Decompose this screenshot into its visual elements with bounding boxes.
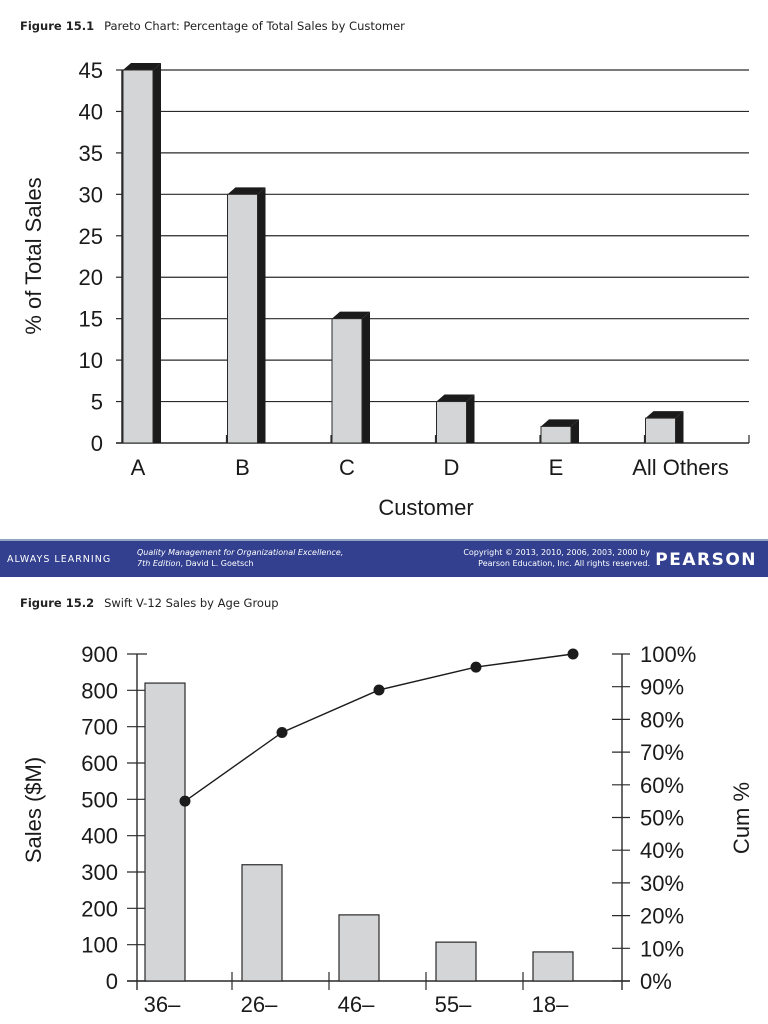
left-y-tick-label: 600: [81, 751, 118, 776]
right-y-tick-label: 40%: [640, 838, 684, 863]
figure-1-number: Figure 15.1: [20, 19, 95, 33]
y-tick-label: 5: [91, 390, 103, 415]
figure-1-caption: Figure 15.1 Pareto Chart: Percentage of T…: [20, 19, 405, 33]
footer-copyright-line1: Copyright © 2013, 2010, 2006, 2003, 2000…: [463, 548, 650, 557]
footer-book-info: Quality Management for Organizational Ex…: [137, 548, 343, 569]
bar-all-others: [645, 411, 684, 444]
right-y-tick-label: 30%: [640, 871, 684, 896]
cumulative-point: [179, 795, 191, 807]
y-tick-label: 25: [79, 224, 103, 249]
bar-36: [144, 682, 186, 982]
y-tick-label: 40: [79, 99, 103, 124]
y-tick-label: 20: [79, 265, 103, 290]
chart2-plot-area: 0 100 200 300 400 500 600 700 800 900 0% 10% 20% 30% 4…: [21, 642, 754, 1017]
x-tick-label: 46–: [338, 992, 375, 1017]
footer-book-author: , David L. Goetsch: [180, 558, 254, 568]
bar-55: [435, 941, 477, 982]
left-y-tick-label: 700: [81, 715, 118, 740]
y-tick-label: 45: [79, 58, 103, 83]
cumulative-point: [470, 661, 482, 673]
x-tick-label: 36–: [144, 992, 181, 1017]
bar-e: [540, 419, 579, 444]
footer-book-title: Quality Management for Organizational Ex…: [137, 548, 344, 557]
right-y-tick-label: 10%: [640, 936, 684, 961]
right-y-axis-title: Cum %: [729, 782, 754, 854]
bar-c: [331, 311, 370, 444]
y-tick-label: 10: [79, 348, 103, 373]
x-tick-label: All Others: [632, 455, 729, 480]
right-y-tick-label: 90%: [640, 675, 684, 700]
cumulative-point: [276, 726, 288, 738]
bar-d: [436, 394, 475, 444]
y-tick-label: 15: [79, 307, 103, 332]
y-tick-label: 35: [79, 141, 103, 166]
left-y-tick-label: 0: [106, 969, 118, 994]
pearson-logo: PEARSON: [655, 550, 757, 570]
left-y-tick-label: 500: [81, 787, 118, 812]
figure-2-title: Swift V-12 Sales by Age Group: [104, 596, 279, 610]
left-y-tick-label: 100: [81, 933, 118, 958]
y-tick-label: 30: [79, 182, 103, 207]
y-axis-title: % of Total Sales: [21, 177, 46, 334]
cumulative-point: [567, 648, 579, 660]
bar-26: [241, 864, 283, 982]
footer-copyright: Copyright © 2013, 2010, 2006, 2003, 2000…: [463, 548, 650, 569]
y-tick-label: 0: [91, 431, 103, 456]
right-y-tick-label: 80%: [640, 707, 684, 732]
bar-46: [338, 914, 380, 982]
left-y-tick-label: 400: [81, 824, 118, 849]
x-tick-label: C: [339, 455, 355, 480]
right-y-tick-label: 50%: [640, 806, 684, 831]
figure-2-number: Figure 15.2: [20, 596, 95, 610]
x-tick-label: A: [131, 455, 146, 480]
right-y-tick-label: 0%: [640, 969, 672, 994]
x-tick-label: 55–: [435, 992, 472, 1017]
bar-a: [122, 63, 161, 444]
bar-b: [227, 187, 266, 444]
left-y-tick-label: 300: [81, 860, 118, 885]
x-tick-label: B: [235, 455, 250, 480]
x-tick-label: 26–: [241, 992, 278, 1017]
footer-copyright-line2: Pearson Education, Inc. All rights reser…: [478, 558, 650, 568]
figure-1-title: Pareto Chart: Percentage of Total Sales …: [104, 19, 405, 33]
left-y-tick-label: 200: [81, 896, 118, 921]
x-tick-label: 18–: [532, 992, 569, 1017]
publisher-footer-banner: ALWAYS LEARNING Quality Management for O…: [0, 539, 768, 577]
figure-2-caption: Figure 15.2 Swift V-12 Sales by Age Group: [20, 596, 279, 610]
x-tick-label: E: [549, 455, 564, 480]
bar-18: [532, 951, 574, 982]
footer-book-edition: 7th Edition: [137, 558, 181, 568]
left-y-tick-label: 800: [81, 678, 118, 703]
x-tick-label: D: [444, 455, 460, 480]
right-y-tick-label: 100%: [640, 642, 696, 667]
right-y-tick-label: 20%: [640, 904, 684, 929]
chart1-plot-area: 0 5 10 15 20 25 30 35 40 45 A B C D E All Others Custome…: [21, 58, 750, 520]
right-y-tick-label: 60%: [640, 773, 684, 798]
left-y-tick-label: 900: [81, 642, 118, 667]
footer-tagline: ALWAYS LEARNING: [7, 554, 112, 565]
x-axis-title: Customer: [378, 495, 473, 520]
pareto-chart-customers: 0 5 10 15 20 25 30 35 40 45 A B C D E All Others Custome…: [21, 58, 750, 520]
right-y-tick-label: 70%: [640, 740, 684, 765]
left-y-axis-title: Sales ($M): [21, 757, 46, 863]
cumulative-percent-line: [184, 653, 574, 802]
cumulative-point: [373, 684, 385, 696]
